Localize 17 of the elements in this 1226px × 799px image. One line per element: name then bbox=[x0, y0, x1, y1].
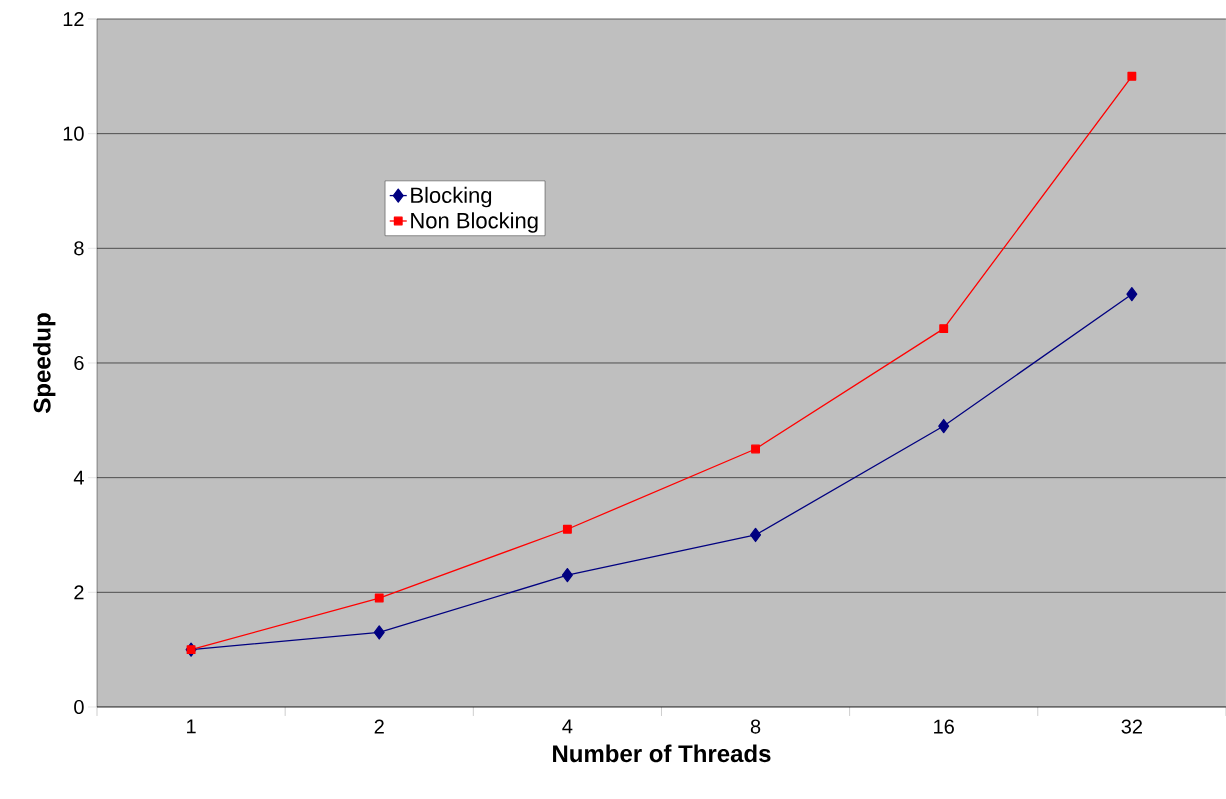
y-tick-label: 6 bbox=[74, 355, 84, 371]
legend-label: Non Blocking bbox=[411, 212, 538, 233]
y-tick-label: 0 bbox=[74, 699, 84, 715]
y-tick-label: 12 bbox=[63, 12, 84, 26]
y-axis-title: Speedup bbox=[33, 313, 56, 413]
y-tick-label: 10 bbox=[63, 126, 84, 141]
x-tick-label: 16 bbox=[934, 719, 954, 734]
x-tick-label: 32 bbox=[1121, 719, 1142, 734]
legend-label: Blocking bbox=[411, 186, 492, 208]
x-tick-label: 4 bbox=[562, 719, 573, 734]
y-tick-label: 2 bbox=[74, 585, 84, 600]
x-axis-title: Number of Threads bbox=[553, 744, 771, 763]
x-tick-label: 1 bbox=[187, 719, 196, 734]
x-tick-label: 2 bbox=[374, 719, 384, 734]
y-tick-label: 4 bbox=[73, 470, 84, 485]
y-tick-label: 8 bbox=[74, 241, 84, 256]
x-tick-label: 8 bbox=[750, 719, 761, 734]
